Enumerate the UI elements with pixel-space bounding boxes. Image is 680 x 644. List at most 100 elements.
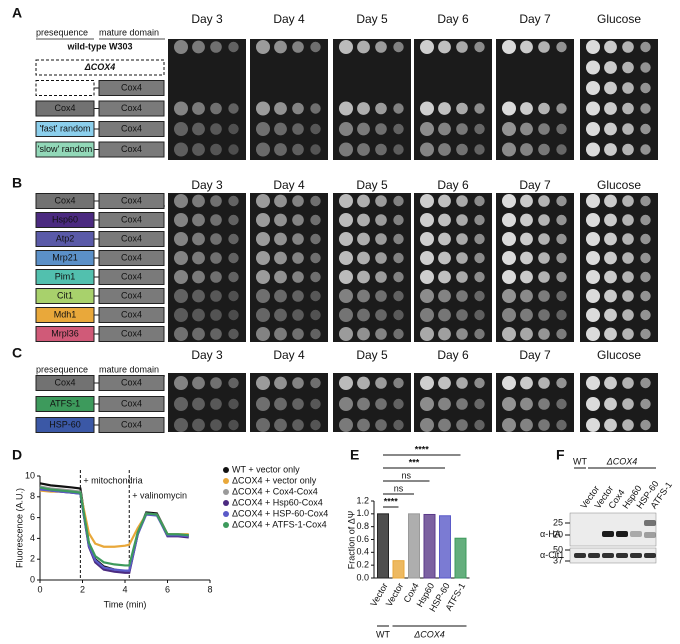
yeast-spot bbox=[604, 61, 617, 74]
yeast-spot bbox=[375, 398, 387, 410]
yeast-spot bbox=[474, 233, 485, 245]
legend-swatch bbox=[223, 489, 229, 495]
yeast-spot bbox=[357, 327, 370, 341]
plate bbox=[250, 39, 328, 160]
yeast-spot bbox=[292, 102, 304, 115]
yeast-spot bbox=[192, 270, 205, 284]
yeast-spot bbox=[357, 251, 370, 265]
yeast-spot bbox=[438, 40, 451, 54]
yeast-spot bbox=[640, 195, 651, 207]
yeast-spot bbox=[256, 213, 270, 227]
yeast-spot bbox=[228, 377, 239, 389]
yeast-spot bbox=[502, 213, 516, 227]
yeast-spot bbox=[274, 327, 287, 341]
yeast-spot bbox=[375, 214, 387, 226]
x-tick-label: 8 bbox=[207, 584, 212, 594]
mature-label: Cox4 bbox=[121, 82, 142, 92]
x-tick-label: 4 bbox=[122, 584, 127, 594]
column-header: mature domain bbox=[99, 27, 159, 37]
yeast-spot bbox=[604, 40, 617, 54]
day-header: Day 3 bbox=[191, 12, 223, 26]
yeast-spot bbox=[640, 252, 651, 264]
yeast-spot bbox=[174, 194, 188, 208]
day-header: Day 3 bbox=[191, 178, 223, 192]
legend-swatch bbox=[223, 478, 229, 484]
mature-label: Cox4 bbox=[121, 419, 142, 429]
presequence-label: Cox4 bbox=[54, 103, 75, 113]
significance-label: ns bbox=[401, 470, 411, 480]
yeast-spot bbox=[520, 251, 533, 265]
yeast-spot bbox=[520, 327, 533, 341]
yeast-spot bbox=[420, 142, 434, 157]
yeast-spot bbox=[375, 252, 387, 264]
yeast-spot bbox=[228, 41, 239, 53]
yeast-spot bbox=[586, 142, 600, 157]
yeast-spot bbox=[274, 102, 287, 115]
day-header: Day 5 bbox=[356, 12, 388, 26]
yeast-spot bbox=[339, 376, 353, 390]
mature-box bbox=[98, 417, 165, 433]
yeast-spot bbox=[586, 122, 600, 136]
yeast-spot bbox=[622, 271, 634, 283]
yeast-spot bbox=[520, 270, 533, 284]
yeast-spot bbox=[586, 270, 600, 284]
yeast-spot bbox=[357, 40, 370, 54]
yeast-spot bbox=[310, 144, 321, 155]
yeast-spot bbox=[339, 397, 353, 411]
plate bbox=[333, 39, 411, 160]
yeast-spot bbox=[292, 214, 304, 226]
yeast-spot bbox=[174, 418, 188, 432]
yeast-spot bbox=[604, 376, 617, 390]
yeast-spot bbox=[192, 122, 205, 136]
day-header: Day 6 bbox=[437, 348, 469, 362]
panel-letter: C bbox=[12, 345, 22, 361]
yeast-spot bbox=[420, 397, 434, 411]
yeast-spot bbox=[556, 233, 567, 245]
legend-label: ΔCOX4 + Cox4-Cox4 bbox=[232, 486, 318, 496]
yeast-spot bbox=[640, 377, 651, 389]
presequence-label: Hsp60 bbox=[52, 214, 78, 224]
yeast-spot bbox=[640, 419, 651, 431]
yeast-spot bbox=[274, 418, 287, 432]
yeast-spot bbox=[640, 103, 651, 114]
yeast-spot bbox=[420, 418, 434, 432]
yeast-spot bbox=[420, 308, 434, 322]
yeast-spot bbox=[174, 232, 188, 246]
yeast-spot bbox=[310, 309, 321, 321]
yeast-spot bbox=[438, 143, 451, 156]
yeast-spot bbox=[586, 101, 600, 116]
yeast-spot bbox=[640, 82, 651, 94]
yeast-spot bbox=[622, 195, 634, 207]
panel-letter: E bbox=[350, 447, 359, 463]
y-axis-label: Fluorescence (A.U.) bbox=[14, 488, 24, 568]
yeast-spot bbox=[502, 270, 516, 284]
blot-band bbox=[588, 553, 600, 558]
strain-label: wild-type W303 bbox=[66, 41, 132, 51]
day-header: Day 7 bbox=[519, 348, 551, 362]
yeast-spot bbox=[228, 309, 239, 321]
yeast-spot bbox=[502, 232, 516, 246]
column-header: mature domain bbox=[99, 364, 159, 374]
yeast-spot bbox=[438, 308, 451, 322]
yeast-spot bbox=[520, 143, 533, 156]
yeast-spot bbox=[456, 290, 468, 302]
yeast-spot bbox=[393, 252, 404, 264]
yeast-spot bbox=[274, 397, 287, 411]
yeast-spot bbox=[502, 142, 516, 157]
yeast-spot bbox=[604, 81, 617, 95]
x-tick-label: 2 bbox=[80, 584, 85, 594]
presequence-label: Cit1 bbox=[57, 290, 73, 300]
day-header: Glucose bbox=[597, 12, 641, 26]
yeast-spot bbox=[292, 195, 304, 207]
yeast-spot bbox=[438, 397, 451, 411]
group-label: ΔCOX4 bbox=[606, 456, 638, 466]
day-header: Day 6 bbox=[437, 12, 469, 26]
yeast-spot bbox=[640, 328, 651, 340]
yeast-spot bbox=[256, 327, 270, 341]
yeast-spot bbox=[520, 213, 533, 227]
legend-label: ΔCOX4 + Hsp60-Cox4 bbox=[232, 497, 323, 507]
blot-band bbox=[644, 553, 656, 558]
mature-box bbox=[98, 80, 165, 96]
yeast-spot bbox=[556, 271, 567, 283]
yeast-spot bbox=[456, 309, 468, 321]
